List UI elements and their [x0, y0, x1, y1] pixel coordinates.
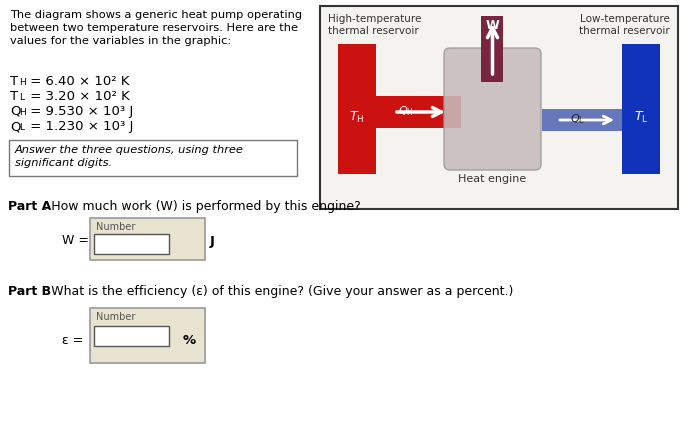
Text: Part A: Part A: [8, 200, 51, 213]
Text: W: W: [486, 19, 499, 32]
Bar: [94, 326, 169, 346]
Text: = 6.40 × 10² K: = 6.40 × 10² K: [26, 75, 129, 88]
Text: Number: Number: [96, 312, 136, 322]
Text: Answer the three questions, using three
significant digits.: Answer the three questions, using three …: [15, 145, 244, 168]
Text: = 3.20 × 10² K: = 3.20 × 10² K: [26, 90, 129, 103]
Bar: [90, 218, 205, 260]
Text: L: L: [19, 123, 24, 132]
Text: W =: W =: [62, 235, 89, 247]
Bar: [320, 6, 678, 209]
Text: Heat engine: Heat engine: [458, 174, 527, 184]
Text: Number: Number: [96, 222, 136, 232]
Text: = 1.230 × 10³ J: = 1.230 × 10³ J: [26, 120, 134, 133]
Text: T: T: [10, 75, 18, 88]
Bar: [9, 140, 297, 176]
Text: $T_{\rm L}$: $T_{\rm L}$: [634, 109, 648, 124]
Text: %: %: [183, 334, 196, 347]
Text: Q: Q: [10, 105, 21, 118]
Bar: [482, 16, 503, 82]
Text: Part B: Part B: [8, 285, 51, 298]
Text: = 9.530 × 10³ J: = 9.530 × 10³ J: [26, 105, 134, 118]
FancyBboxPatch shape: [444, 48, 541, 170]
Text: : What is the efficiency (ε) of this engine? (Give your answer as a percent.): : What is the efficiency (ε) of this eng…: [43, 285, 513, 298]
Bar: [94, 234, 169, 254]
Text: $Q_{\rm L}$: $Q_{\rm L}$: [570, 112, 585, 126]
Bar: [90, 308, 205, 363]
Text: H: H: [19, 78, 26, 87]
Bar: [338, 44, 376, 174]
Text: $T_{\rm H}$: $T_{\rm H}$: [349, 109, 364, 124]
Bar: [622, 44, 660, 174]
Text: J: J: [210, 235, 215, 247]
Text: : How much work (W) is performed by this engine?: : How much work (W) is performed by this…: [43, 200, 361, 213]
Text: ε =: ε =: [62, 334, 84, 347]
Text: L: L: [19, 93, 24, 102]
Text: T: T: [10, 90, 18, 103]
Text: High-temperature
thermal reservoir: High-temperature thermal reservoir: [328, 14, 421, 37]
Text: Q: Q: [10, 120, 21, 133]
Text: H: H: [19, 108, 26, 117]
Bar: [376, 96, 461, 128]
Text: $Q_{\rm H}$: $Q_{\rm H}$: [398, 104, 414, 118]
Text: The diagram shows a generic heat pump operating
between two temperature reservoi: The diagram shows a generic heat pump op…: [10, 10, 302, 46]
Bar: [542, 109, 622, 131]
Text: Low-temperature
thermal reservoir: Low-temperature thermal reservoir: [580, 14, 670, 37]
